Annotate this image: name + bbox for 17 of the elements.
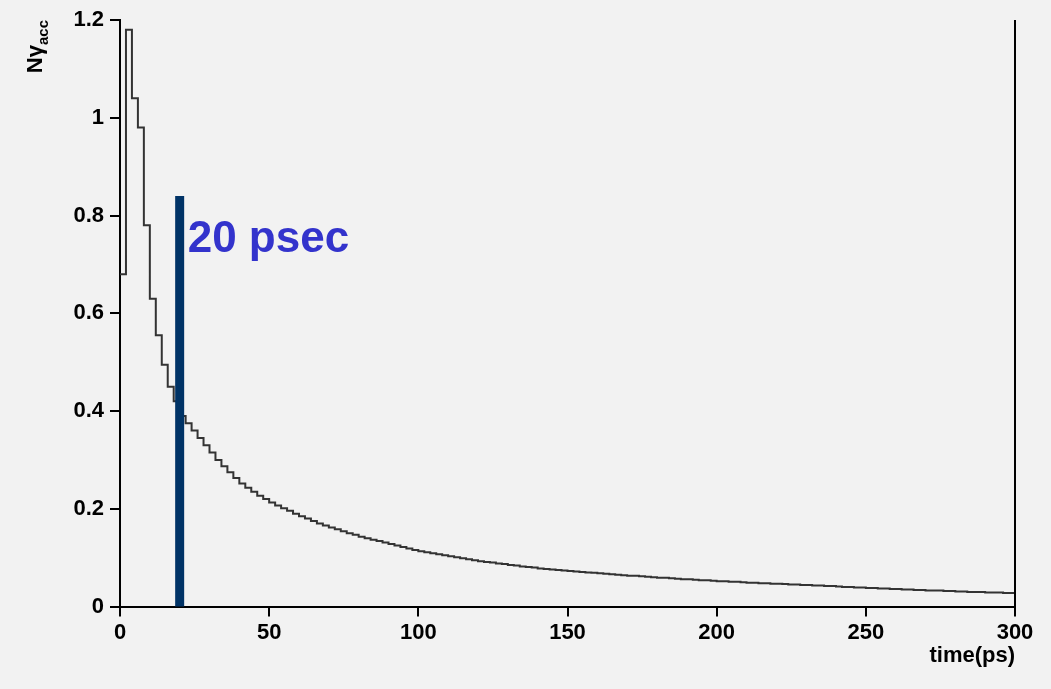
y-tick-label: 0.4 bbox=[73, 397, 105, 423]
x-tick-label: 50 bbox=[256, 618, 282, 644]
x-tick-label: 200 bbox=[698, 618, 736, 644]
y-tick-label: 0.2 bbox=[73, 494, 104, 520]
y-tick-label: 0.8 bbox=[73, 201, 104, 227]
y-tick-label: 1.2 bbox=[73, 6, 104, 32]
x-tick-label: 300 bbox=[996, 618, 1034, 644]
y-tick-label: 1 bbox=[91, 103, 104, 129]
x-tick-label: 150 bbox=[549, 618, 586, 644]
x-tick-label: 250 bbox=[847, 618, 885, 644]
x-axis-title: time(ps) bbox=[929, 641, 1015, 667]
ref-line-label: 20 psec bbox=[187, 212, 350, 262]
y-axis-title: Nγacc bbox=[22, 20, 51, 74]
x-tick-label: 100 bbox=[399, 618, 437, 644]
y-tick-label: 0 bbox=[91, 592, 104, 618]
x-tick-label: 0 bbox=[113, 618, 127, 644]
y-tick-label: 0.6 bbox=[73, 299, 104, 325]
